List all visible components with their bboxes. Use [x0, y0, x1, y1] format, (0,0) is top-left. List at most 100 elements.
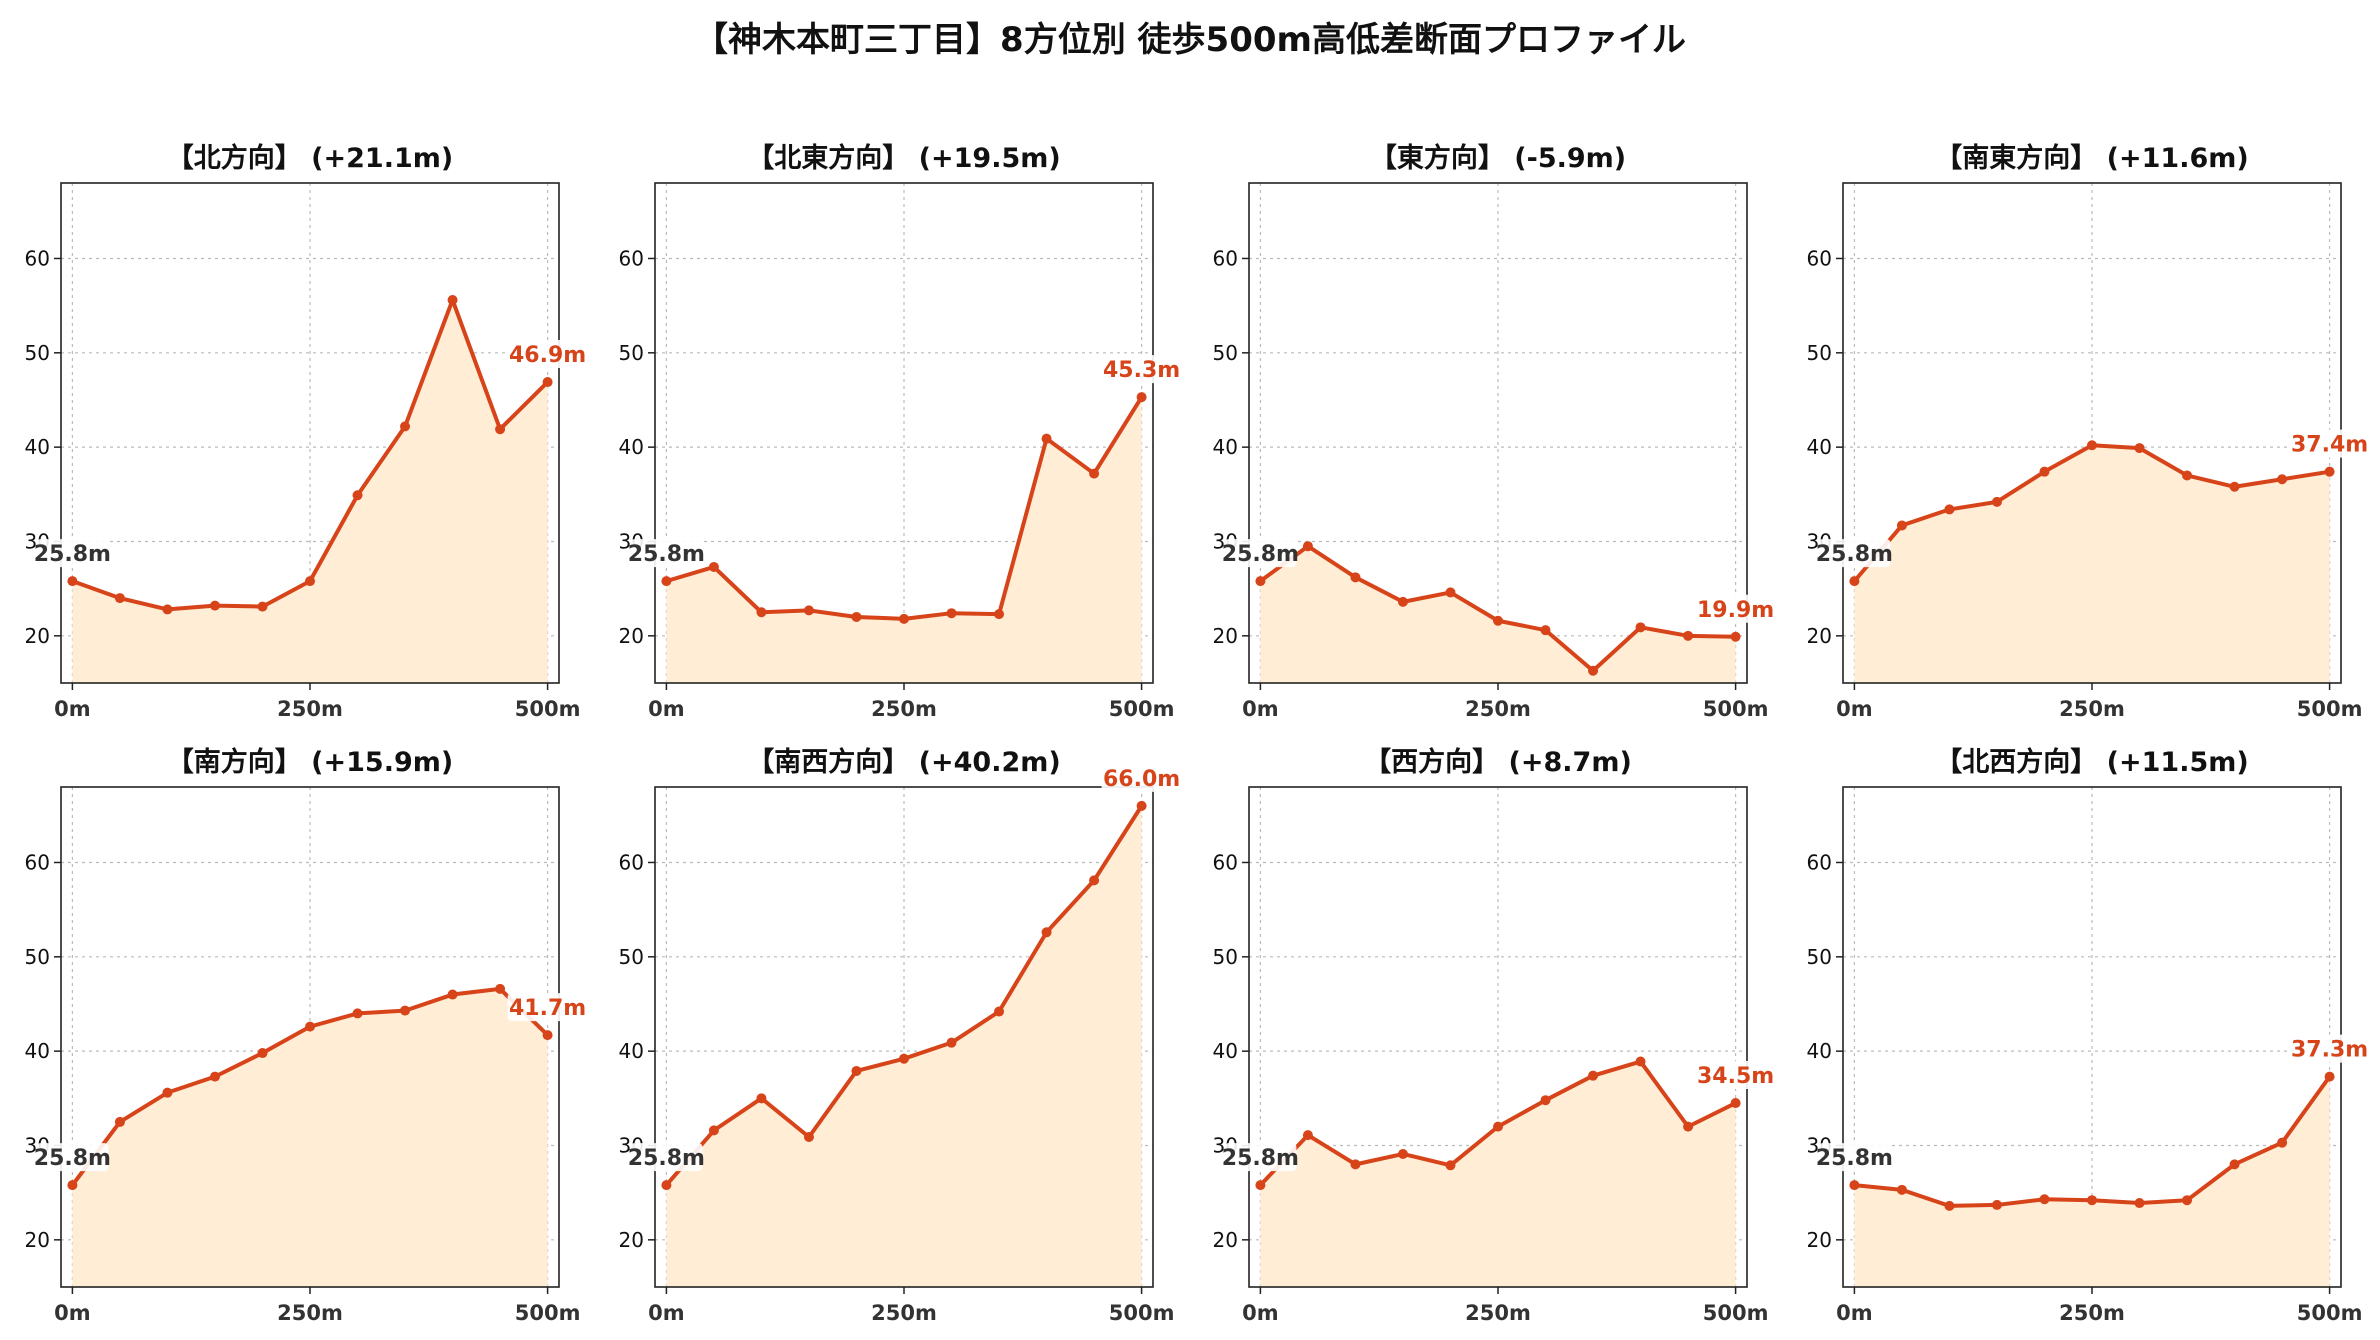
- x-tick-label: 500m: [515, 697, 581, 721]
- elevation-point: [1041, 927, 1052, 938]
- elevation-area: [1260, 546, 1736, 683]
- y-tick-label: 60: [1213, 246, 1238, 270]
- x-tick-label: 250m: [2059, 1301, 2125, 1325]
- start-label-bg: [36, 1143, 109, 1172]
- start-label-bg: [630, 1143, 703, 1172]
- elevation-point: [803, 1132, 814, 1142]
- elevation-point: [1730, 631, 1741, 642]
- y-tick-label: 60: [619, 850, 644, 874]
- x-tick-label: 0m: [1242, 697, 1279, 721]
- elevation-point: [2039, 466, 2050, 477]
- end-elevation-label: 41.7m: [509, 996, 586, 1021]
- elevation-point: [899, 613, 909, 624]
- end-label-bg: [1101, 763, 1182, 792]
- elevation-point: [400, 421, 411, 432]
- elevation-point: [67, 1180, 78, 1191]
- elevation-point: [305, 1021, 315, 1032]
- x-tick-label: 500m: [1703, 1301, 1769, 1325]
- elevation-point: [1730, 1098, 1741, 1109]
- y-tick-label: 20: [25, 1228, 50, 1252]
- elevation-point: [2277, 474, 2288, 485]
- elevation-point: [114, 1116, 125, 1127]
- x-tick-label: 250m: [277, 1301, 343, 1325]
- end-label-bg: [1695, 1061, 1776, 1090]
- end-elevation-label: 66.0m: [1103, 767, 1180, 792]
- elevation-area: [1854, 445, 2330, 683]
- elevation-point: [1350, 1159, 1361, 1170]
- elevation-point: [162, 1087, 173, 1098]
- elevation-point: [209, 600, 220, 611]
- start-elevation-label: 25.8m: [1816, 542, 1893, 567]
- end-elevation-label: 37.4m: [2291, 433, 2368, 458]
- plot-frame: [654, 786, 1154, 1288]
- elevation-point: [1397, 1148, 1408, 1159]
- start-label-bg: [630, 539, 703, 568]
- y-tick-label: 50: [619, 945, 644, 969]
- chart-panel-1: 【北東方向】 (+19.5m)20304050600m250m500m25.8m…: [619, 142, 1182, 721]
- x-tick-label: 0m: [1242, 1301, 1279, 1325]
- elevation-point: [162, 604, 173, 615]
- elevation-point: [2039, 1194, 2050, 1205]
- elevation-point: [708, 561, 719, 572]
- chart-panel-5: 【南西方向】 (+40.2m)20304050600m250m500m25.8m…: [619, 746, 1182, 1325]
- elevation-area: [72, 988, 548, 1287]
- elevation-point: [352, 1008, 363, 1019]
- elevation-point: [1255, 1180, 1266, 1191]
- x-tick-label: 250m: [871, 697, 937, 721]
- y-tick-label: 40: [1213, 435, 1238, 459]
- x-tick-label: 250m: [1465, 697, 1531, 721]
- elevation-point: [209, 1071, 220, 1082]
- elevation-point: [257, 601, 268, 612]
- start-label-bg: [36, 539, 109, 568]
- y-tick-label: 40: [25, 435, 50, 459]
- chart-panel-3: 【南東方向】 (+11.6m)20304050600m250m500m25.8m…: [1807, 142, 2370, 721]
- start-elevation-label: 25.8m: [628, 542, 705, 567]
- y-tick-label: 40: [25, 1039, 50, 1063]
- x-tick-label: 500m: [515, 1301, 581, 1325]
- elevation-point: [2229, 481, 2240, 492]
- elevation-point: [1683, 1121, 1694, 1132]
- elevation-point: [1089, 468, 1100, 479]
- x-tick-label: 500m: [1109, 1301, 1175, 1325]
- elevation-point: [1991, 496, 2002, 507]
- y-tick-label: 60: [25, 246, 50, 270]
- elevation-point: [2229, 1159, 2240, 1170]
- x-tick-label: 0m: [54, 1301, 91, 1325]
- panel-title: 【西方向】 (+8.7m): [1364, 746, 1632, 778]
- elevation-area: [1854, 1076, 2330, 1287]
- x-tick-label: 0m: [1836, 697, 1873, 721]
- x-tick-label: 0m: [648, 1301, 685, 1325]
- end-elevation-label: 45.3m: [1103, 358, 1180, 383]
- y-tick-label: 40: [1213, 1039, 1238, 1063]
- elevation-point: [1041, 433, 1052, 444]
- elevation-point: [2182, 1195, 2193, 1206]
- elevation-point: [2277, 1137, 2288, 1148]
- elevation-point: [661, 576, 672, 587]
- elevation-area: [1260, 1061, 1736, 1287]
- y-tick-label: 20: [619, 624, 644, 648]
- y-tick-label: 50: [25, 341, 50, 365]
- elevation-point: [257, 1048, 268, 1059]
- plot-frame: [1248, 786, 1748, 1288]
- start-elevation-label: 25.8m: [1222, 542, 1299, 567]
- elevation-point: [542, 377, 553, 388]
- x-tick-label: 250m: [1465, 1301, 1531, 1325]
- end-label-bg: [1695, 594, 1776, 623]
- elevation-point: [1350, 572, 1361, 583]
- y-tick-label: 60: [1213, 850, 1238, 874]
- x-tick-label: 0m: [54, 697, 91, 721]
- elevation-point: [1635, 1056, 1646, 1067]
- elevation-point: [1445, 1160, 1456, 1171]
- elevation-point: [2324, 466, 2335, 477]
- plot-frame: [1248, 182, 1748, 684]
- elevation-point: [946, 1037, 957, 1048]
- y-tick-label: 20: [1807, 1228, 1832, 1252]
- panel-title: 【北東方向】 (+19.5m): [747, 142, 1060, 174]
- y-tick-label: 60: [25, 850, 50, 874]
- start-label-bg: [1224, 1143, 1297, 1172]
- panel-title: 【北西方向】 (+11.5m): [1935, 746, 2248, 778]
- y-tick-label: 20: [1213, 1228, 1238, 1252]
- y-tick-label: 50: [25, 945, 50, 969]
- elevation-point: [1849, 1180, 1860, 1191]
